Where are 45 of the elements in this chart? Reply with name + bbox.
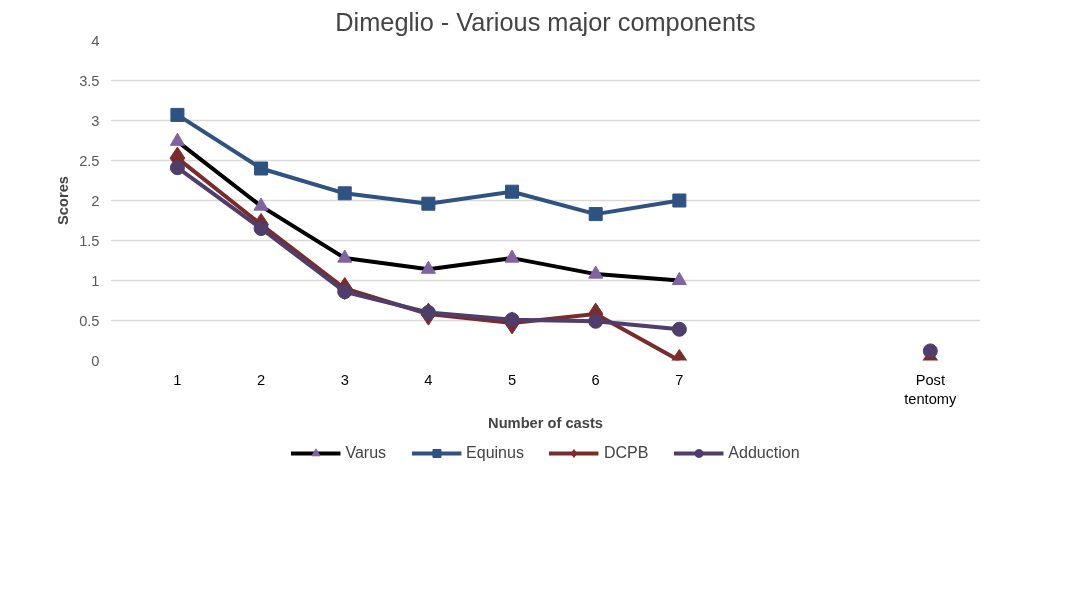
legend-label: Equinus	[466, 444, 524, 462]
point	[170, 107, 185, 122]
x-tick-label: 3	[340, 371, 349, 388]
point	[671, 321, 687, 337]
point	[254, 161, 269, 176]
legend-label: Adduction	[728, 444, 800, 462]
point	[253, 221, 269, 236]
point	[421, 196, 436, 211]
x-tick-label: 5	[507, 371, 517, 388]
chart-title: Dimeglio - Various major components	[335, 7, 756, 36]
point	[337, 186, 352, 201]
y-tick-label: 2.5	[79, 152, 100, 169]
x-axis-title: Number of casts	[488, 414, 603, 431]
legend-label: DCPB	[603, 444, 649, 462]
point	[253, 197, 269, 211]
point	[505, 184, 520, 199]
x-tick-label: 2	[257, 371, 266, 388]
y-tick-label: 1	[91, 272, 100, 289]
y-tick-label: 3	[91, 112, 100, 129]
x-tick-label: 6	[591, 371, 600, 388]
point	[504, 312, 520, 328]
x-tick-label: Post tentomy	[904, 371, 958, 407]
point	[922, 343, 938, 359]
y-axis-title: Scores	[55, 176, 72, 225]
x-tick-label: 7	[675, 371, 684, 388]
point	[504, 249, 520, 263]
point	[671, 271, 687, 286]
point	[169, 160, 185, 176]
y-tick-label: 3.5	[79, 72, 100, 89]
point	[588, 207, 603, 222]
point	[420, 260, 436, 274]
y-tick-label: 0	[91, 352, 100, 369]
point	[588, 313, 604, 329]
legend-label: Varus	[345, 444, 387, 462]
point	[672, 193, 687, 208]
point	[337, 249, 353, 263]
y-tick-label: 2	[91, 192, 100, 209]
y-tick-label: 1.5	[79, 232, 100, 249]
x-tick-label: 1	[173, 371, 182, 388]
y-tick-label: 0.5	[79, 312, 100, 329]
point	[169, 132, 185, 146]
x-tick-label: 4	[424, 371, 433, 388]
y-tick-label: 4	[91, 32, 100, 49]
point	[420, 305, 436, 320]
point	[588, 265, 604, 279]
